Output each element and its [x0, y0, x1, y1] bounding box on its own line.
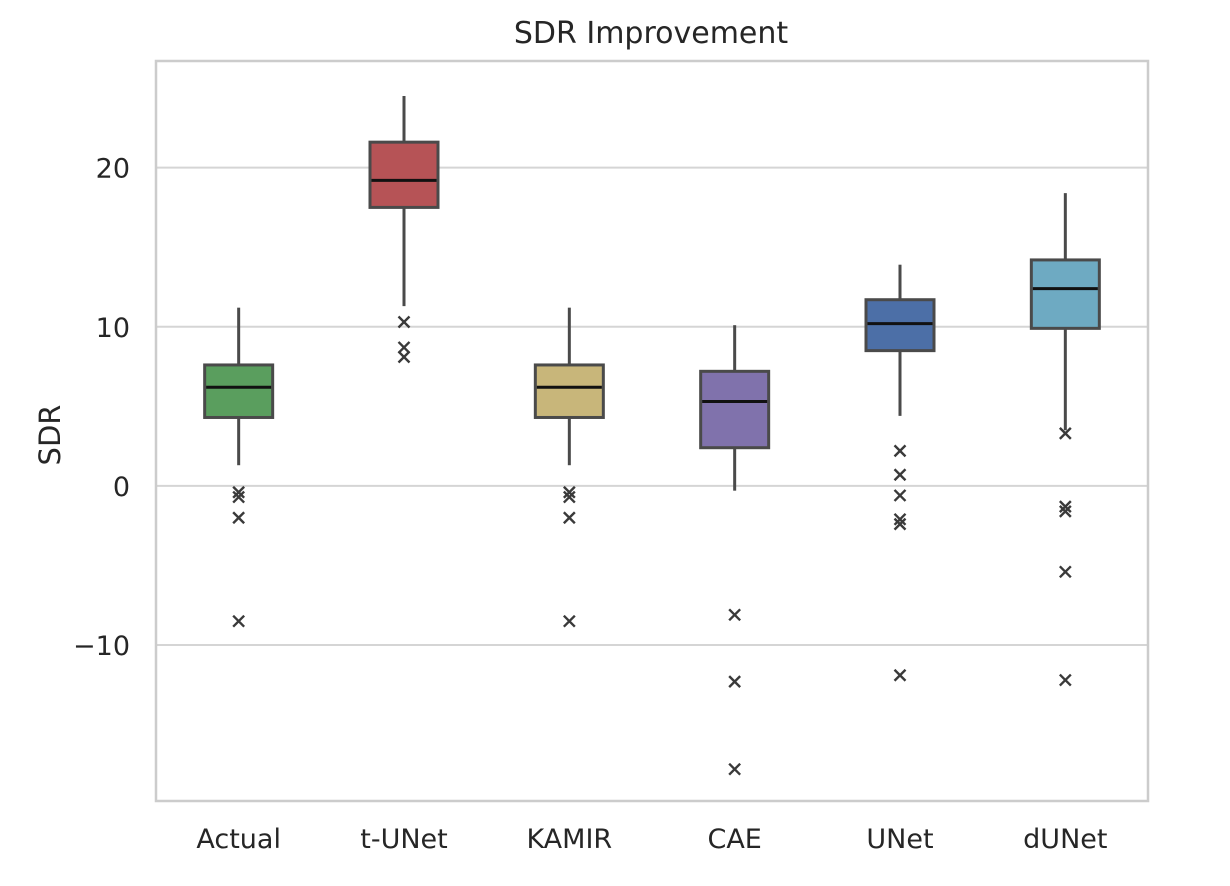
outlier-marker [562, 490, 576, 504]
outlier-marker [893, 444, 907, 458]
outlier-stroke [562, 490, 576, 504]
outlier-marker [893, 668, 907, 682]
outlier-stroke [1058, 505, 1072, 518]
outlier-stroke [397, 350, 411, 364]
outlier-marker [893, 512, 907, 526]
outlier-stroke [397, 341, 411, 354]
outlier-stroke [893, 668, 907, 682]
outlier-marker [728, 762, 742, 776]
x-tick-label: dUNet [1023, 824, 1107, 855]
outlier-stroke [562, 485, 576, 499]
outlier-marker [728, 675, 742, 688]
outlier-marker [562, 614, 576, 628]
chart-title: SDR Improvement [514, 16, 789, 51]
outlier-marker [893, 489, 907, 502]
box-unet [864, 264, 936, 682]
outlier-stroke [1058, 565, 1072, 579]
box-body [368, 140, 440, 209]
outlier-stroke [728, 608, 742, 622]
outlier-stroke [232, 485, 246, 499]
y-tick-label: 10 [96, 313, 130, 344]
outlier-marker [1058, 427, 1072, 440]
y-tick-labels: 20 10 0 −10 [73, 154, 130, 662]
outlier-marker [1058, 505, 1072, 518]
outlier-stroke [728, 675, 742, 688]
outlier-marker [1058, 500, 1072, 513]
outlier-marker [397, 350, 411, 364]
box-body [1029, 258, 1101, 330]
outlier-marker [1058, 673, 1072, 687]
outlier-stroke [232, 490, 246, 504]
outlier-stroke [893, 489, 907, 502]
box-actual [203, 307, 275, 628]
outlier-stroke [1058, 427, 1072, 440]
box-kamir [533, 307, 605, 628]
box-t-unet [368, 96, 440, 364]
outlier-marker [232, 485, 246, 499]
y-tick-label: −10 [73, 631, 130, 662]
box-body [203, 363, 275, 419]
x-tick-label: Actual [196, 824, 281, 855]
outlier-stroke [232, 511, 246, 525]
outlier-stroke [1058, 500, 1072, 513]
box-body [699, 369, 771, 450]
box-body [533, 363, 605, 419]
outlier-stroke [397, 315, 411, 329]
x-tick-label: UNet [866, 824, 933, 855]
outlier-marker [397, 315, 411, 329]
boxes-layer [203, 96, 1101, 776]
outlier-marker [728, 608, 742, 622]
x-tick-label: t-UNet [360, 824, 448, 855]
y-tick-label: 0 [113, 472, 130, 503]
y-axis-label: SDR [33, 405, 67, 466]
y-tick-label: 20 [96, 154, 130, 185]
outlier-marker [893, 468, 907, 482]
outlier-stroke [562, 511, 576, 525]
outlier-marker [232, 490, 246, 504]
outlier-marker [397, 341, 411, 354]
outlier-marker [893, 517, 907, 531]
outlier-stroke [893, 468, 907, 482]
outlier-stroke [893, 444, 907, 458]
x-tick-label: CAE [707, 824, 761, 855]
outlier-marker [562, 511, 576, 525]
outlier-stroke [893, 512, 907, 526]
outlier-marker [232, 614, 246, 628]
plot-frame [154, 59, 1150, 803]
outlier-stroke [728, 762, 742, 776]
outlier-stroke [893, 517, 907, 531]
outlier-stroke [232, 614, 246, 628]
outlier-marker [232, 511, 246, 525]
outlier-marker [562, 485, 576, 499]
x-tick-labels: Actual t-UNet KAMIR CAE UNet dUNet [196, 824, 1107, 855]
outlier-stroke [1058, 673, 1072, 687]
box-cae [699, 325, 771, 776]
x-tick-label: KAMIR [526, 824, 612, 855]
box-dunet [1029, 193, 1101, 687]
outlier-stroke [562, 614, 576, 628]
outlier-marker [1058, 565, 1072, 579]
grid-layer [156, 166, 1148, 647]
box-body [864, 298, 936, 353]
